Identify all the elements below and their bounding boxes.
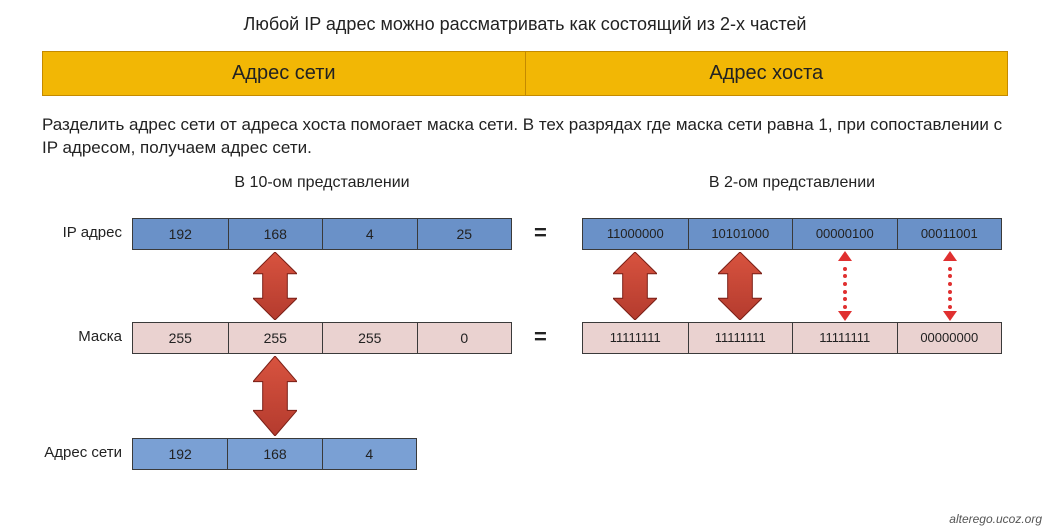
label-net: Адрес сети (42, 444, 122, 461)
arrow-mask-to-net-left (253, 356, 297, 436)
diagram-area: IP адресМаскаАдрес сети19216842525525525… (42, 192, 1008, 512)
net-dec-bar: 1921684 (132, 438, 417, 470)
ip-parts-bar: Адрес сети Адрес хоста (42, 51, 1008, 96)
representation-labels: В 10-ом представлении В 2-ом представлен… (42, 174, 1008, 192)
mask-bin-bar-cell: 11111111 (688, 323, 793, 353)
mask-bin-bar: 11111111111111111111111100000000 (582, 322, 1002, 354)
part-network: Адрес сети (43, 52, 526, 95)
mask-dec-bar-cell: 255 (322, 323, 417, 353)
ip-dec-bar-cell: 168 (228, 219, 323, 249)
tri-above-mask-3 (943, 311, 957, 321)
mask-dec-bar-cell: 255 (228, 323, 323, 353)
ip-dec-bar: 192168425 (132, 218, 512, 250)
mask-bin-bar-cell: 00000000 (897, 323, 1002, 353)
equals-sign: = (534, 324, 547, 350)
tri-under-ip-2 (838, 251, 852, 261)
tri-under-ip-3 (943, 251, 957, 261)
equals-sign: = (534, 220, 547, 246)
mask-bin-bar-cell: 11111111 (583, 323, 688, 353)
arrow-ip-to-mask-left (253, 252, 297, 320)
mask-dec-bar-cell: 255 (133, 323, 228, 353)
net-dec-bar-cell: 4 (322, 439, 416, 469)
ip-bin-bar-cell: 10101000 (688, 219, 793, 249)
explanation-paragraph: Разделить адрес сети от адреса хоста пом… (42, 114, 1008, 160)
label-ip: IP адрес (42, 224, 122, 241)
ip-bin-bar-cell: 00011001 (897, 219, 1002, 249)
arrow-ip-to-mask-right-0 (613, 252, 657, 320)
arrow-ip-to-mask-right-1 (718, 252, 762, 320)
page-title: Любой IP адрес можно рассматривать как с… (42, 14, 1008, 35)
label-mask: Маска (42, 328, 122, 345)
label-binary-repr: В 2-ом представлении (582, 174, 1002, 192)
label-decimal-repr: В 10-ом представлении (132, 174, 512, 192)
net-dec-bar-cell: 192 (133, 439, 227, 469)
net-dec-bar-cell: 168 (227, 439, 321, 469)
part-host: Адрес хоста (526, 52, 1008, 95)
mask-dec-bar-cell: 0 (417, 323, 512, 353)
tri-above-mask-2 (838, 311, 852, 321)
footer-credit: alterego.ucoz.org (949, 512, 1042, 526)
ip-bin-bar-cell: 11000000 (583, 219, 688, 249)
mask-bin-bar-cell: 11111111 (792, 323, 897, 353)
ip-dec-bar-cell: 192 (133, 219, 228, 249)
ip-bin-bar-cell: 00000100 (792, 219, 897, 249)
ip-bin-bar: 11000000101010000000010000011001 (582, 218, 1002, 250)
ip-dec-bar-cell: 4 (322, 219, 417, 249)
ip-dec-bar-cell: 25 (417, 219, 512, 249)
mask-dec-bar: 2552552550 (132, 322, 512, 354)
